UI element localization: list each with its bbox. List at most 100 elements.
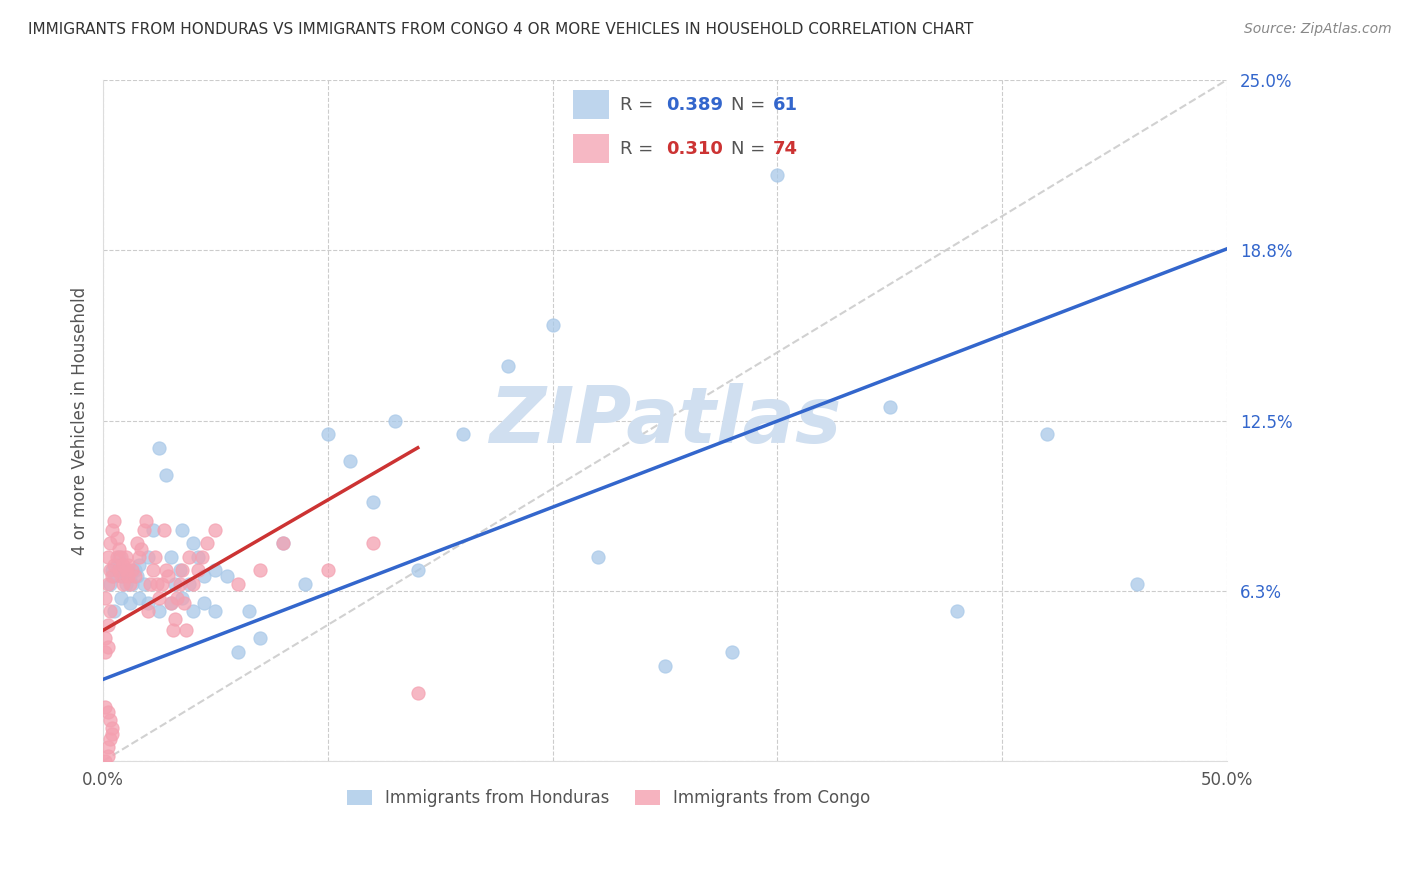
- Point: [121, 563, 143, 577]
- Point: [110, 549, 132, 564]
- Text: N =: N =: [731, 95, 772, 113]
- Point: [97, 705, 120, 719]
- Point: [226, 577, 249, 591]
- Point: [128, 591, 150, 605]
- Point: [159, 549, 181, 564]
- Point: [103, 514, 125, 528]
- Point: [112, 577, 135, 591]
- Point: [181, 536, 204, 550]
- Point: [204, 604, 226, 618]
- Point: [169, 577, 191, 591]
- Point: [193, 596, 215, 610]
- Point: [226, 645, 249, 659]
- Point: [97, 577, 120, 591]
- Text: 0.389: 0.389: [666, 95, 724, 113]
- Text: ZIPatlas: ZIPatlas: [489, 383, 841, 458]
- Point: [496, 359, 519, 373]
- Point: [98, 563, 121, 577]
- Point: [139, 577, 162, 591]
- Point: [94, 645, 117, 659]
- Point: [361, 536, 384, 550]
- Point: [1126, 577, 1149, 591]
- Point: [159, 596, 181, 610]
- Point: [98, 536, 121, 550]
- Point: [97, 748, 120, 763]
- Legend: Immigrants from Honduras, Immigrants from Congo: Immigrants from Honduras, Immigrants fro…: [340, 782, 877, 814]
- Point: [97, 549, 120, 564]
- Point: [108, 563, 131, 577]
- Point: [406, 563, 429, 577]
- Point: [114, 549, 136, 564]
- Point: [162, 624, 184, 638]
- Point: [170, 523, 193, 537]
- Text: R =: R =: [620, 140, 658, 158]
- Point: [105, 558, 128, 572]
- Point: [181, 604, 204, 618]
- Point: [103, 604, 125, 618]
- Bar: [572, 135, 609, 163]
- Point: [249, 563, 271, 577]
- Point: [148, 591, 170, 605]
- Point: [105, 531, 128, 545]
- Point: [136, 596, 159, 610]
- Point: [339, 454, 361, 468]
- Point: [155, 563, 177, 577]
- Point: [148, 604, 170, 618]
- Point: [766, 169, 789, 183]
- Point: [94, 591, 117, 605]
- Point: [110, 591, 132, 605]
- Point: [163, 612, 186, 626]
- Point: [110, 569, 132, 583]
- Point: [294, 577, 316, 591]
- Point: [120, 569, 142, 583]
- Text: 74: 74: [773, 140, 799, 158]
- Point: [163, 577, 186, 591]
- Point: [316, 563, 339, 577]
- Point: [108, 541, 131, 556]
- Point: [177, 549, 200, 564]
- Point: [142, 563, 165, 577]
- Point: [159, 596, 181, 610]
- Point: [721, 645, 744, 659]
- Point: [879, 400, 901, 414]
- Y-axis label: 4 or more Vehicles in Household: 4 or more Vehicles in Household: [72, 286, 89, 555]
- Point: [101, 563, 124, 577]
- Point: [316, 427, 339, 442]
- Point: [131, 541, 153, 556]
- Point: [97, 618, 120, 632]
- Point: [174, 624, 197, 638]
- Point: [1036, 427, 1059, 442]
- Bar: [572, 90, 609, 119]
- Point: [271, 536, 294, 550]
- Point: [112, 569, 135, 583]
- Point: [146, 577, 169, 591]
- Point: [181, 577, 204, 591]
- Point: [170, 591, 193, 605]
- Text: 61: 61: [773, 95, 799, 113]
- Point: [128, 558, 150, 572]
- Point: [136, 549, 159, 564]
- Text: N =: N =: [731, 140, 772, 158]
- Point: [112, 558, 135, 572]
- Point: [586, 549, 609, 564]
- Point: [204, 563, 226, 577]
- Point: [101, 722, 124, 736]
- Point: [142, 523, 165, 537]
- Point: [125, 569, 148, 583]
- Point: [120, 577, 142, 591]
- Point: [143, 549, 166, 564]
- Point: [132, 523, 155, 537]
- Point: [541, 318, 564, 333]
- Point: [249, 632, 271, 646]
- Point: [97, 640, 120, 654]
- Text: IMMIGRANTS FROM HONDURAS VS IMMIGRANTS FROM CONGO 4 OR MORE VEHICLES IN HOUSEHOL: IMMIGRANTS FROM HONDURAS VS IMMIGRANTS F…: [28, 22, 973, 37]
- Point: [110, 563, 132, 577]
- Point: [124, 569, 146, 583]
- Point: [169, 563, 191, 577]
- Point: [125, 536, 148, 550]
- Point: [170, 563, 193, 577]
- Point: [204, 523, 226, 537]
- Point: [94, 699, 117, 714]
- Point: [101, 569, 124, 583]
- Point: [150, 577, 173, 591]
